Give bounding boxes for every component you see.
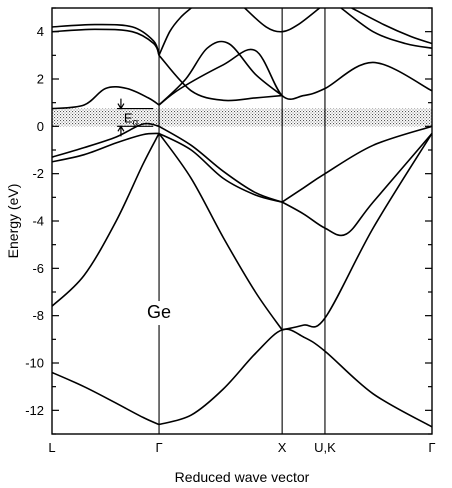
band-gap-region — [52, 108, 432, 127]
x-tick-label-2: X — [278, 440, 287, 455]
band-curve-12 — [158, 40, 283, 106]
band-curve-2 — [52, 133, 160, 307]
plot-frame — [51, 7, 433, 435]
band-curve-16 — [52, 28, 160, 56]
band-curve-15 — [52, 23, 160, 56]
band-curve-5 — [52, 132, 160, 163]
band-curve-0 — [52, 371, 160, 426]
x-tick-label-0: L — [48, 440, 55, 455]
x-tick-label-1: Γ — [155, 440, 162, 455]
band-curve-10 — [281, 125, 432, 203]
band-curve-6 — [158, 132, 283, 203]
x-tick-label-3: U,K — [314, 440, 336, 455]
x-axis-title: Reduced wave vector — [175, 469, 310, 485]
band-curve-11 — [52, 86, 160, 110]
band-curve-3 — [158, 132, 283, 331]
y-tick-label: -10 — [25, 356, 44, 371]
y-tick-label: 4 — [37, 24, 44, 39]
band-curve-13 — [158, 48, 432, 106]
band-curve-1 — [158, 328, 432, 428]
y-tick-label: -12 — [25, 403, 44, 418]
band-curve-17 — [158, 8, 192, 56]
band-curve-8 — [52, 122, 160, 158]
y-tick-label: 2 — [37, 72, 44, 87]
band-curve-4 — [281, 132, 432, 331]
band-curve-14 — [158, 54, 283, 102]
band-curve-7 — [281, 132, 432, 237]
x-tick-label-4: Γ — [428, 440, 435, 455]
band-curve-19 — [351, 8, 432, 45]
gap-arrow-down — [117, 98, 125, 110]
y-tick-label: -6 — [32, 261, 44, 276]
y-tick-label: 0 — [37, 119, 44, 134]
band-curve-9 — [158, 125, 283, 203]
y-tick-label: -4 — [32, 214, 44, 229]
band-curve-20 — [340, 8, 432, 49]
y-axis-title: Energy (eV) — [5, 184, 21, 259]
y-tick-label: -2 — [32, 166, 44, 181]
y-tick-label: -8 — [32, 308, 44, 323]
gap-arrow-up — [117, 125, 125, 137]
material-label: Ge — [147, 302, 171, 322]
band-curve-18 — [244, 8, 321, 33]
